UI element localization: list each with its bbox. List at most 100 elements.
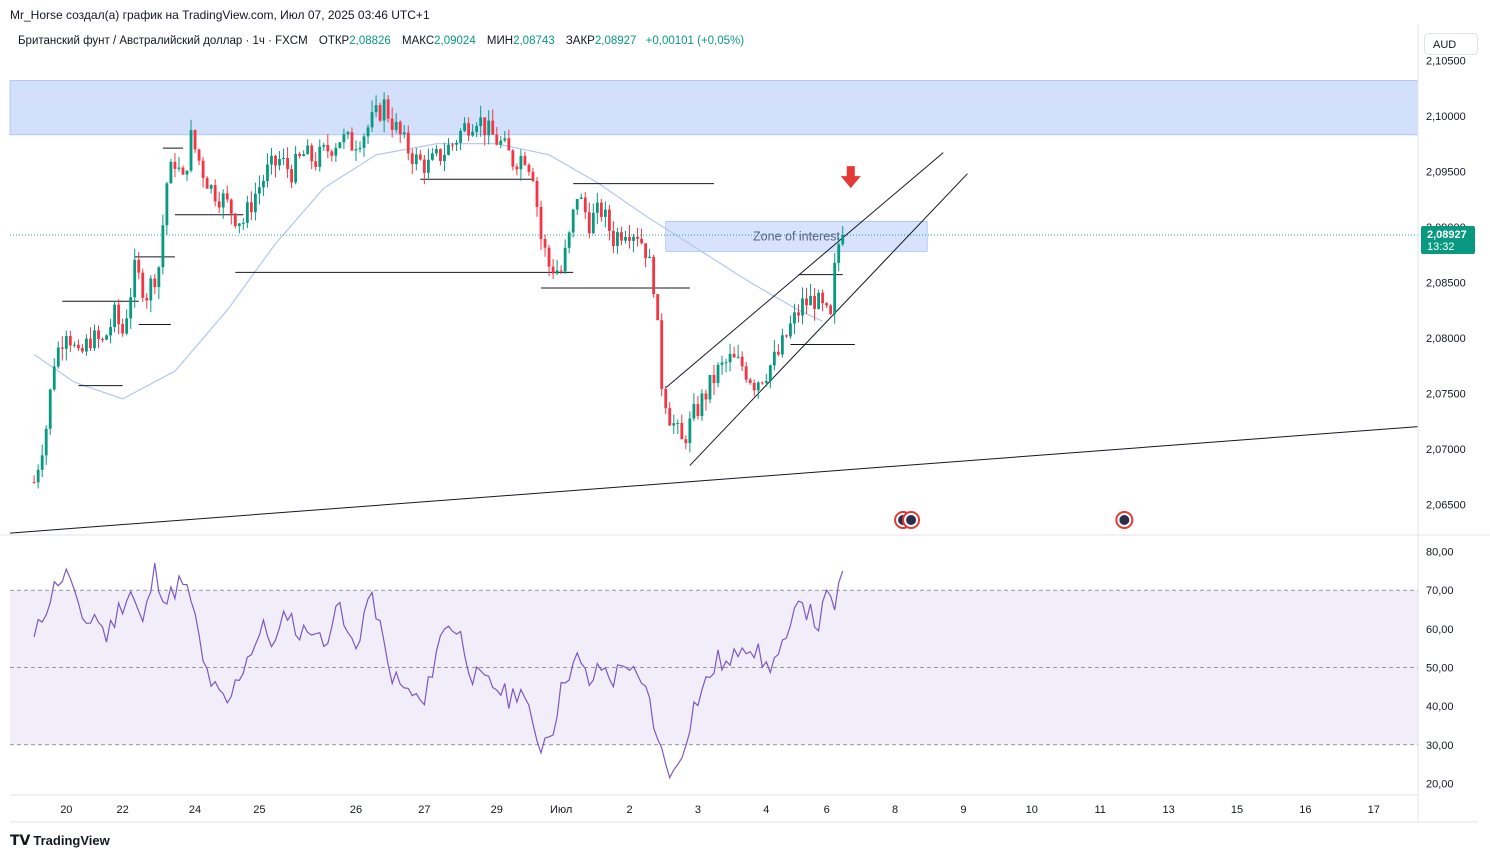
candle-body — [736, 356, 740, 358]
candle-body — [81, 348, 84, 352]
candle-body — [495, 134, 499, 145]
candle-body — [44, 428, 48, 456]
candle-body — [422, 159, 426, 173]
candle-body — [85, 338, 88, 352]
candle-body — [133, 259, 137, 298]
candle-body — [193, 130, 197, 150]
candle-body — [463, 123, 466, 131]
candle-body — [382, 99, 386, 121]
candle-body — [253, 193, 257, 213]
candle-body — [398, 121, 402, 135]
price-tick-label: 2,08000 — [1426, 333, 1466, 345]
candle-body — [551, 266, 555, 274]
candle-body — [599, 202, 603, 217]
candle-body — [692, 404, 696, 419]
time-tick-label: 29 — [491, 804, 503, 816]
candle-body — [36, 469, 40, 483]
rsi-tick-label: 40,00 — [1426, 701, 1454, 713]
candle-body — [652, 256, 656, 295]
candle-body — [101, 339, 104, 341]
candle-body — [366, 127, 370, 137]
candle-body — [595, 202, 599, 213]
candle-body — [455, 142, 458, 145]
candle-body — [813, 295, 816, 309]
candle-body — [539, 206, 543, 240]
time-tick-label: 13 — [1162, 804, 1174, 816]
candle-body — [559, 270, 563, 272]
candle-body — [229, 199, 233, 214]
candle-body — [740, 356, 744, 367]
candle-body — [829, 305, 833, 314]
candle-body — [636, 236, 639, 239]
time-tick-label: 27 — [418, 804, 430, 816]
candle-body — [487, 120, 491, 136]
candle-body — [237, 223, 241, 227]
rsi-pane[interactable] — [10, 563, 1418, 780]
candle-body — [173, 161, 177, 169]
candle-body — [117, 304, 121, 325]
candle-body — [535, 180, 539, 207]
zone-label: Zone of interest — [753, 229, 840, 243]
tradingview-logo[interactable]: 𝗧𝗩 TradingView — [10, 832, 110, 849]
price-tick-label: 2,07500 — [1426, 388, 1466, 400]
candle-body — [97, 330, 100, 340]
candle-body — [245, 202, 249, 223]
candle-body — [716, 364, 720, 384]
candle-body — [161, 225, 165, 268]
event-flag-icon — [898, 515, 909, 525]
symbol-legend[interactable]: Британский фунт / Австралийский доллар ·… — [18, 35, 744, 47]
trend-line — [689, 173, 968, 466]
candle-body — [137, 259, 141, 273]
candle-body — [656, 294, 660, 321]
candle-body — [547, 247, 551, 267]
candle-body — [278, 159, 281, 166]
high-label: МАКС — [402, 35, 435, 47]
low-label: МИН — [486, 35, 514, 47]
time-tick-label: Июл — [550, 804, 572, 816]
candle-body — [414, 154, 418, 165]
candle-body — [531, 171, 535, 181]
candle-body — [262, 180, 265, 188]
candle-body — [664, 388, 668, 409]
candle-body — [362, 136, 366, 148]
candle-body — [672, 423, 676, 426]
candle-body — [764, 381, 768, 383]
candle-body — [676, 423, 680, 425]
candle-body — [756, 382, 760, 391]
candle-body — [406, 132, 410, 154]
economic-event-icon — [902, 511, 921, 529]
price-tick-label: 2,09000 — [1426, 222, 1466, 234]
candle-body — [342, 134, 346, 143]
candle-body — [527, 164, 531, 172]
candle-body — [205, 178, 209, 189]
candle-body — [503, 138, 507, 141]
close-value: 2,08927 — [594, 35, 637, 47]
candle-body — [177, 167, 181, 169]
candle-body — [386, 99, 390, 119]
candle-body — [708, 374, 712, 400]
candle-body — [209, 185, 213, 189]
candle-body — [499, 140, 503, 145]
time-tick-label: 4 — [763, 804, 769, 816]
price-pane[interactable]: Zone of interest — [9, 80, 1419, 534]
candle-body — [684, 439, 688, 444]
candle-body — [346, 132, 350, 135]
candle-body — [390, 118, 394, 130]
candle-body — [326, 144, 330, 152]
candle-body — [728, 353, 732, 363]
candle-body — [467, 123, 471, 136]
candle-body — [575, 198, 579, 210]
candle-body — [185, 170, 189, 175]
candle-body — [491, 120, 495, 135]
candle-body — [776, 351, 780, 355]
price-tick-label: 2,06500 — [1426, 499, 1466, 511]
price-tick-label: 2,10500 — [1426, 56, 1466, 68]
candle-body — [213, 185, 217, 202]
currency-button[interactable]: AUD — [1424, 33, 1478, 55]
candle-body — [370, 112, 374, 128]
candle-body — [555, 270, 559, 274]
price-tick-label: 2,08500 — [1426, 277, 1466, 289]
candle-body — [60, 347, 64, 349]
time-tick-label: 2 — [626, 804, 632, 816]
